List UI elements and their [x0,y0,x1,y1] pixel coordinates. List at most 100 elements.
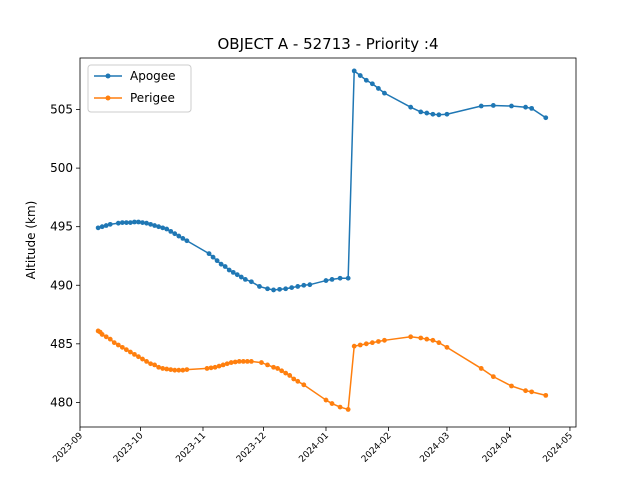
y-tick-label: 480 [50,395,73,409]
data-point-apogee [436,112,442,118]
data-point-perigee [287,373,293,378]
data-point-apogee [103,223,109,228]
data-point-perigee [220,362,226,368]
data-point-apogee [184,238,190,244]
data-point-perigee [164,366,170,372]
data-point-perigee [232,359,238,365]
data-point-apogee [248,279,254,285]
data-point-apogee [115,220,121,226]
data-point-perigee [509,383,514,389]
data-point-perigee [382,337,387,343]
data-point-perigee [357,342,363,348]
data-point-perigee [144,359,149,364]
data-point-perigee [216,363,222,369]
series-perigee [95,328,549,412]
data-point-perigee [271,364,276,370]
data-point-apogee [176,233,182,239]
data-point-apogee [107,221,113,227]
data-point-perigee [119,344,125,350]
data-point-apogee [307,282,313,288]
data-point-perigee [323,397,329,403]
data-point-apogee [382,90,387,96]
data-point-perigee [301,382,307,388]
data-point-apogee [222,264,228,269]
data-point-apogee [119,220,125,225]
data-point-perigee [337,404,343,410]
data-point-apogee [242,277,248,282]
plot-area [95,68,549,412]
data-point-apogee [478,103,484,109]
data-point-apogee [509,103,514,109]
data-point-perigee [160,366,166,371]
data-point-perigee [275,366,280,371]
data-point-apogee [95,225,101,231]
data-point-apogee [136,219,141,225]
legend: Apogee Perigee [87,64,192,113]
y-tick-label: 495 [50,220,73,234]
data-point-perigee [424,336,430,342]
data-point-apogee [369,81,375,87]
data-point-apogee [218,261,224,267]
y-tick-label: 485 [50,337,73,351]
data-point-perigee [204,366,210,371]
data-point-apogee [265,286,270,292]
data-point-apogee [144,220,149,226]
data-point-perigee [248,359,254,364]
data-point-perigee [136,354,141,360]
data-point-perigee [444,344,450,350]
data-point-perigee [128,349,133,355]
legend-apogee-label: Apogee [130,69,176,83]
data-point-apogee [164,226,170,232]
data-point-apogee [206,251,212,257]
data-point-perigee [148,361,153,367]
data-point-perigee [107,336,113,342]
data-point-apogee [529,105,535,111]
data-point-perigee [103,334,109,340]
axes-frame [79,57,577,428]
data-point-apogee [271,287,276,293]
data-point-apogee [226,267,232,273]
data-point-apogee [376,86,381,91]
data-point-apogee [490,103,496,108]
data-point-perigee [376,339,381,344]
data-point-perigee [111,340,117,346]
y-tick-label: 500 [50,161,73,175]
legend-perigee-label: Perigee [130,91,175,105]
data-point-apogee [345,275,351,281]
data-point-perigee [244,359,250,364]
data-point-apogee [132,219,137,225]
data-point-apogee [277,286,283,292]
data-point-apogee [418,109,424,115]
data-point-perigee [283,370,289,376]
data-point-perigee [523,388,528,394]
data-point-perigee [140,356,145,362]
data-point-perigee [363,341,369,347]
data-point-apogee [351,68,357,74]
data-point-perigee [176,367,182,373]
data-point-apogee [152,223,158,228]
data-point-apogee [238,274,244,280]
data-point-perigee [478,366,484,371]
legend-perigee-marker [105,95,111,101]
data-point-apogee [140,220,145,225]
data-point-perigee [152,362,158,368]
data-point-apogee [160,225,166,231]
data-point-perigee [228,360,234,365]
data-point-apogee [444,111,450,117]
data-point-apogee [363,77,369,83]
data-point-perigee [295,378,301,384]
data-point-perigee [115,342,121,348]
y-tick-label: 505 [50,103,73,117]
data-point-apogee [523,104,528,110]
data-point-apogee [283,286,289,292]
y-axis: 480 485 490 495 500 505 [50,103,80,409]
data-point-apogee [289,285,295,290]
data-point-apogee [543,115,549,121]
data-point-perigee [240,359,246,364]
data-point-apogee [168,228,174,234]
data-point-apogee [424,110,430,116]
data-point-perigee [180,367,186,373]
data-point-perigee [430,337,436,343]
data-point-perigee [436,340,442,346]
data-point-perigee [329,401,335,406]
